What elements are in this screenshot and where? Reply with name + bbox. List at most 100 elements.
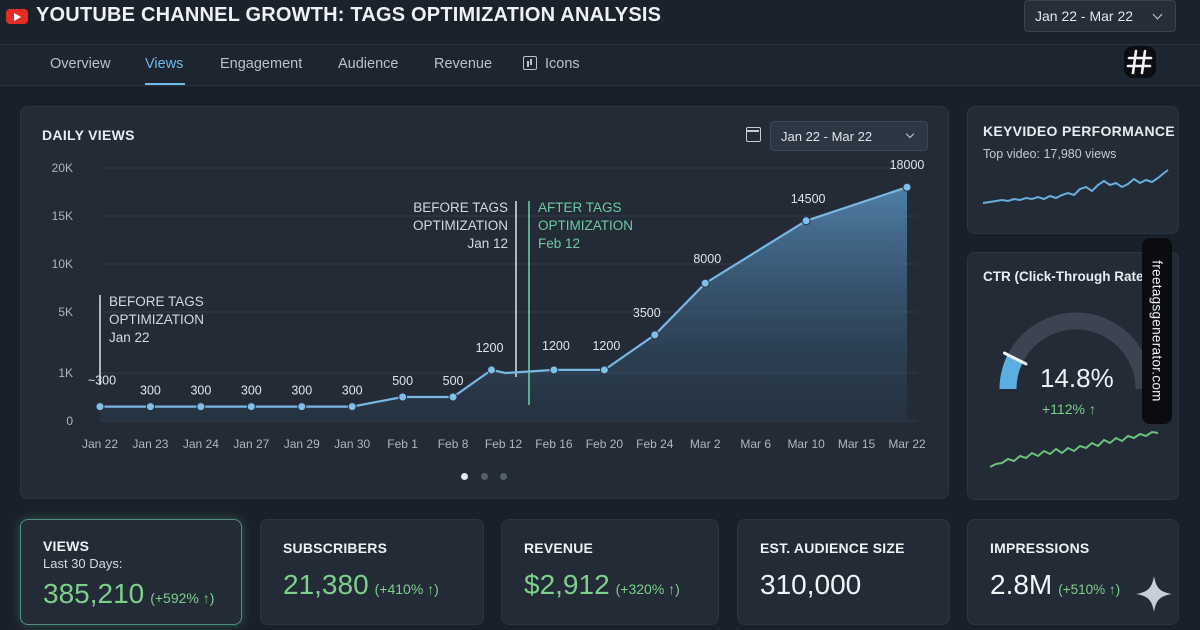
x-tick-label: Mar 2 [690, 437, 721, 451]
data-label: 14500 [791, 192, 826, 206]
impressions-stat-value: 2.8M (+510% ↑) [990, 569, 1121, 600]
y-tick-label: 0 [66, 414, 73, 428]
revenue-stat-delta: (+320% ↑) [615, 581, 680, 597]
data-label: 300 [190, 384, 211, 398]
data-label: 1200 [592, 339, 620, 353]
impressions-stat-label: IMPRESSIONS [990, 540, 1090, 556]
hashtag-logo-icon [1124, 46, 1156, 78]
annotation-after-feb12-text: AFTER TAGS [538, 200, 622, 215]
annotation-before-jan12-text: BEFORE TAGS [413, 200, 508, 215]
watermark-tag: freetagsgenerator.com [1142, 238, 1172, 424]
daily-views-chart: BEFORE TAGS OPTIMIZATION Jan 22 BEFORE TAGS… [52, 158, 926, 451]
ctr-gauge [989, 312, 1159, 468]
daily-views-card: DAILY VIEWS Jan 22 - Mar 22 BEFORE TAGS O… [20, 106, 949, 499]
data-label: ~300 [88, 374, 116, 388]
revenue-stat-label: REVENUE [524, 540, 594, 556]
views-stat-value: 385,210 (+592% ↑) [43, 578, 215, 609]
data-point[interactable] [297, 402, 307, 412]
data-point[interactable] [549, 365, 559, 375]
data-point[interactable] [246, 402, 256, 412]
pagination-dot[interactable] [500, 473, 507, 480]
data-point[interactable] [95, 402, 105, 412]
chevron-down-icon [1152, 9, 1163, 20]
annotation-before-jan12-text: OPTIMIZATION [413, 218, 508, 233]
top-bar: YOUTUBE CHANNEL GROWTH: TAGS OPTIMIZATIO… [0, 0, 1200, 44]
data-point[interactable] [196, 402, 206, 412]
data-point[interactable] [700, 278, 710, 288]
annotation-before-jan22-text: BEFORE TAGS [109, 294, 204, 309]
page-title: YOUTUBE CHANNEL GROWTH: TAGS OPTIMIZATIO… [36, 4, 662, 26]
y-tick-label: 10K [52, 257, 73, 271]
tab-engagement[interactable]: Engagement [220, 56, 303, 72]
data-point[interactable] [487, 365, 496, 375]
tab-icons[interactable]: Icons [523, 56, 580, 72]
tab-views[interactable]: Views [145, 56, 184, 72]
data-point[interactable] [398, 392, 408, 402]
data-label: 300 [241, 384, 262, 398]
data-label: 1200 [476, 341, 504, 355]
active-tab-indicator [145, 83, 185, 85]
x-tick-label: Feb 16 [535, 437, 573, 451]
data-label: 300 [291, 384, 312, 398]
chart-date-range-select[interactable]: Jan 22 - Mar 22 [770, 121, 928, 151]
x-tick-label: Jan 27 [233, 437, 269, 451]
x-tick-label: Jan 24 [183, 437, 219, 451]
key-video-sparkline [982, 169, 1169, 204]
x-tick-label: Feb 20 [586, 437, 624, 451]
series-line [100, 186, 908, 408]
views-stat-label: VIEWS [43, 538, 90, 554]
tab-icons-label: Icons [545, 56, 580, 72]
y-tick-label: 15K [52, 209, 73, 223]
x-tick-label: Mar 10 [787, 437, 825, 451]
data-point[interactable] [145, 402, 155, 412]
ctr-value: 14.8% [1040, 363, 1114, 393]
data-label: 300 [342, 384, 363, 398]
x-tick-label: Feb 12 [485, 437, 523, 451]
watermark-text: freetagsgenerator.com [1149, 260, 1165, 402]
data-point[interactable] [448, 392, 458, 402]
revenue-stat-value: $2,912 (+320% ↑) [524, 569, 680, 600]
audience-stat-card[interactable]: EST. AUDIENCE SIZE 310,000 [737, 519, 950, 625]
tab-audience[interactable]: Audience [338, 56, 399, 72]
x-tick-label: Mar 15 [838, 437, 876, 451]
key-video-subtitle: Top video: 17,980 views [983, 147, 1117, 161]
data-point[interactable] [801, 216, 811, 226]
annotation-before-jan22-text: OPTIMIZATION [109, 312, 204, 327]
key-video-title: KEYVIDEO PERFORMANCE [983, 123, 1175, 139]
pagination-dot[interactable] [461, 473, 468, 480]
data-point[interactable] [347, 402, 357, 412]
subscribers-stat-card[interactable]: SUBSCRIBERS 21,380 (+410% ↑) [260, 519, 484, 625]
impressions-stat-delta: (+510% ↑) [1058, 582, 1121, 597]
subscribers-stat-value: 21,380 (+410% ↑) [283, 569, 439, 600]
audience-stat-label: EST. AUDIENCE SIZE [760, 540, 905, 556]
annotation-after-feb12-text: OPTIMIZATION [538, 218, 633, 233]
revenue-stat-card[interactable]: REVENUE $2,912 (+320% ↑) [501, 519, 719, 625]
x-tick-label: Jan 23 [132, 437, 168, 451]
x-tick-label: Jan 29 [284, 437, 320, 451]
y-tick-label: 20K [52, 161, 73, 175]
data-point[interactable] [902, 182, 912, 192]
tab-revenue[interactable]: Revenue [434, 56, 493, 72]
ctr-title: CTR (Click-Through Rate [983, 269, 1144, 284]
annotation-before-jan22-text: Jan 22 [109, 330, 150, 345]
bar-chart-icon [523, 56, 537, 70]
annotation-after-feb12-text: Feb 12 [538, 236, 580, 251]
impressions-stat-card[interactable]: IMPRESSIONS 2.8M (+510% ↑) [967, 519, 1179, 625]
data-label: 300 [140, 384, 161, 398]
views-stat-delta: (+592% ↑) [150, 590, 215, 606]
key-video-card: KEYVIDEO PERFORMANCE Top video: 17,980 v… [967, 106, 1179, 234]
gauge-needle [1003, 351, 1028, 366]
views-stat-period: Last 30 Days: [43, 556, 123, 571]
audience-stat-value: 310,000 [760, 569, 862, 600]
tab-overview[interactable]: Overview [50, 56, 111, 72]
pagination-dot[interactable] [481, 473, 488, 480]
calendar-icon [746, 127, 761, 142]
data-label: 500 [392, 374, 413, 388]
date-range-select[interactable]: Jan 22 - Mar 22 [1024, 0, 1176, 32]
data-point[interactable] [650, 330, 660, 340]
views-stat-card[interactable]: VIEWS Last 30 Days: 385,210 (+592% ↑) [20, 519, 242, 625]
x-tick-label: Jan 30 [334, 437, 370, 451]
data-point[interactable] [599, 365, 609, 375]
data-label: 8000 [693, 252, 721, 266]
x-tick-label: Mar 6 [740, 437, 771, 451]
